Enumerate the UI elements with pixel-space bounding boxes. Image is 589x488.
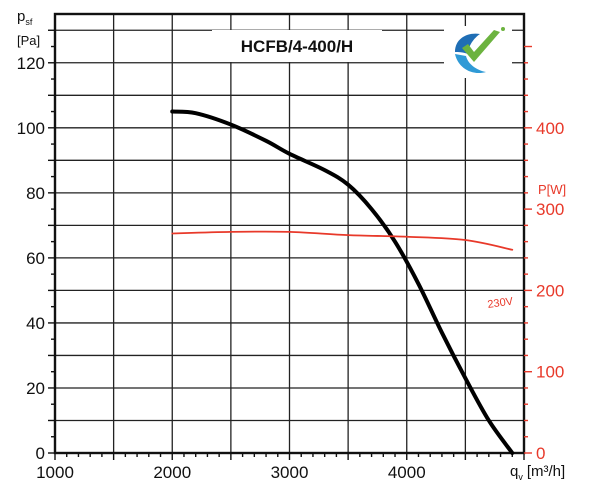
power-curve-line	[171, 230, 514, 251]
x-tick-label: 3000	[271, 463, 309, 482]
y2-tick-label: 200	[536, 281, 564, 300]
y-tick-label: 0	[36, 444, 45, 463]
y-tick-label: 20	[26, 379, 45, 398]
y2-tick-label: 300	[536, 200, 564, 219]
y2-tick-label: 400	[536, 119, 564, 138]
pressure-curve-line	[170, 109, 515, 455]
curves	[170, 109, 515, 455]
y2-tick-label: 100	[536, 363, 564, 382]
x-axis-title: qv [m³/h]	[510, 463, 565, 482]
tick-marks	[48, 29, 532, 460]
y-tick-label: 120	[17, 54, 45, 73]
check-logo-icon	[444, 26, 512, 78]
title-background	[212, 30, 382, 62]
y2-tick-label: 0	[536, 444, 545, 463]
y-tick-label: 60	[26, 249, 45, 268]
y-tick-label: 100	[17, 119, 45, 138]
x-tick-label: 2000	[153, 463, 191, 482]
power-curve-label: 230V	[487, 295, 515, 311]
chart-title: HCFB/4-400/H	[241, 37, 353, 56]
y-tick-label: 80	[26, 184, 45, 203]
y2-axis-title: P[W]	[538, 182, 566, 197]
y-axis-title: psf	[17, 8, 33, 27]
y-tick-label: 40	[26, 314, 45, 333]
grid	[55, 14, 524, 453]
x-tick-label: 4000	[388, 463, 426, 482]
x-tick-label: 1000	[36, 463, 74, 482]
tick-labels: 1000 2000 3000 4000 0 20 40 60 80 100 120 0 100 200 30…	[17, 54, 565, 482]
y-axis-unit: [Pa]	[17, 33, 40, 48]
